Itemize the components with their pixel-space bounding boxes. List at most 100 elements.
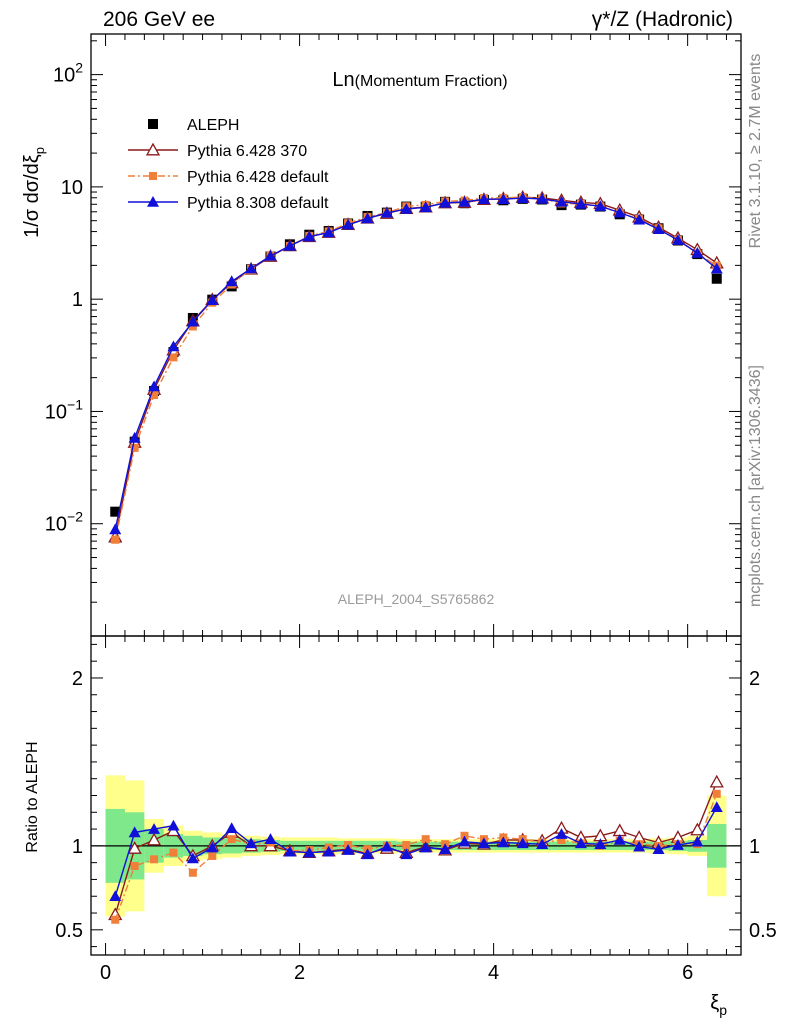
series-point bbox=[652, 223, 665, 234]
series-point bbox=[167, 819, 180, 831]
side-label-rivet: Rivet 3.1.10, ≥ 2.7M events bbox=[747, 54, 764, 249]
ratio-y-tick-label-right: 1 bbox=[749, 836, 760, 858]
series-point bbox=[322, 226, 335, 238]
series-point bbox=[186, 315, 199, 327]
series-point bbox=[691, 835, 704, 847]
legend-label: Pythia 8.308 default bbox=[187, 195, 329, 212]
legend-marker bbox=[147, 196, 159, 207]
series-point bbox=[557, 835, 566, 844]
series-point bbox=[206, 841, 219, 853]
series-point bbox=[574, 197, 587, 209]
legend-marker bbox=[149, 172, 157, 180]
series-point bbox=[127, 841, 142, 854]
series-point bbox=[400, 202, 413, 214]
main-title-main: Ln bbox=[332, 69, 354, 91]
series-point bbox=[380, 840, 393, 852]
main-title: Ln(Momentum Fraction) bbox=[332, 69, 507, 91]
ratio-y-tick-label-right: 0.5 bbox=[749, 920, 777, 942]
series-point bbox=[128, 431, 141, 443]
y-tick-label: 10−2 bbox=[45, 509, 83, 536]
series-point bbox=[111, 535, 120, 544]
series-point bbox=[497, 836, 510, 848]
series-line bbox=[114, 196, 718, 540]
series-point bbox=[712, 789, 721, 798]
series-point bbox=[361, 212, 374, 224]
data-point bbox=[110, 506, 121, 517]
series-point bbox=[245, 837, 258, 849]
ratio-frame bbox=[90, 635, 742, 956]
series-point bbox=[225, 822, 238, 834]
main-series-pythia-6-428-370 bbox=[108, 190, 724, 543]
legend-entry: Pythia 6.428 370 bbox=[128, 142, 307, 160]
main-series-pythia-8-308-default bbox=[109, 192, 723, 535]
series-point bbox=[128, 826, 141, 838]
series-point bbox=[303, 846, 316, 858]
series-point bbox=[400, 848, 413, 860]
legend-label: Pythia 6.428 default bbox=[187, 169, 329, 186]
series-point bbox=[361, 848, 374, 860]
legend-label: ALEPH bbox=[187, 117, 239, 134]
series-point bbox=[322, 845, 335, 857]
series-point bbox=[439, 843, 452, 855]
data-point bbox=[711, 273, 722, 284]
series-point bbox=[148, 380, 161, 392]
x-axis-label-main: ξ bbox=[710, 992, 719, 1014]
main-ylabel: 1/σ dσ/dξp bbox=[21, 147, 47, 238]
series-point bbox=[130, 862, 139, 871]
main-ylabel-sub: p bbox=[32, 147, 47, 154]
legend-entry: ALEPH bbox=[148, 117, 239, 134]
series-point bbox=[458, 195, 471, 207]
series-point bbox=[477, 193, 490, 204]
series-point bbox=[225, 275, 238, 287]
series-point bbox=[148, 823, 161, 834]
main-ylabel-main: 1/σ dσ/dξ bbox=[21, 154, 43, 238]
series-point bbox=[555, 828, 568, 839]
series-point bbox=[536, 193, 549, 204]
ratio-series-pythia-8-308-default bbox=[109, 801, 723, 902]
series-line bbox=[114, 196, 718, 538]
series-point bbox=[710, 801, 723, 813]
series-point bbox=[342, 218, 355, 230]
series-point bbox=[342, 844, 355, 855]
ratio-uncertainty-bands bbox=[91, 775, 741, 917]
main-title-sub: (Momentum Fraction) bbox=[355, 73, 508, 90]
legend-marker bbox=[148, 119, 158, 129]
series-point bbox=[536, 838, 549, 849]
series-point bbox=[421, 835, 430, 844]
x-tick-label: 6 bbox=[682, 962, 693, 984]
ratio-y-tick-label-right: 2 bbox=[749, 668, 760, 690]
series-point bbox=[477, 837, 490, 849]
x-axis-label: ξp bbox=[710, 992, 727, 1018]
series-point bbox=[516, 192, 529, 203]
legend-entry: Pythia 6.428 default bbox=[128, 169, 329, 186]
series-point bbox=[208, 851, 217, 860]
series-point bbox=[109, 890, 122, 902]
series-point bbox=[146, 832, 162, 846]
ratio-y-tick-label-left: 1 bbox=[72, 836, 83, 858]
series-point bbox=[652, 843, 665, 855]
y-tick-label: 10−1 bbox=[45, 396, 83, 423]
legend-label: Pythia 6.428 370 bbox=[187, 143, 307, 160]
legend-entry: Pythia 8.308 default bbox=[128, 195, 329, 212]
series-point bbox=[111, 915, 120, 924]
series-point bbox=[555, 195, 568, 207]
series-point bbox=[380, 206, 393, 218]
y-tick-label: 102 bbox=[53, 60, 83, 87]
y-tick-label: 10 bbox=[61, 177, 83, 199]
series-point bbox=[671, 839, 684, 850]
series-point bbox=[167, 340, 180, 352]
series-point bbox=[613, 206, 626, 218]
series-point bbox=[497, 193, 510, 204]
x-axis-label-sub: p bbox=[719, 1002, 727, 1018]
x-tick-label: 0 bbox=[100, 962, 111, 984]
header-right: γ*/Z (Hadronic) bbox=[592, 8, 733, 31]
main-axes: 10−2 10−1 1 10 102 bbox=[45, 33, 742, 637]
series-point bbox=[186, 852, 199, 864]
series-point bbox=[419, 201, 432, 213]
series-point bbox=[402, 841, 411, 850]
series-point bbox=[594, 200, 607, 212]
series-point bbox=[264, 249, 277, 261]
series-point bbox=[613, 833, 626, 845]
series-point bbox=[264, 833, 277, 844]
x-tick-label: 2 bbox=[294, 962, 305, 984]
